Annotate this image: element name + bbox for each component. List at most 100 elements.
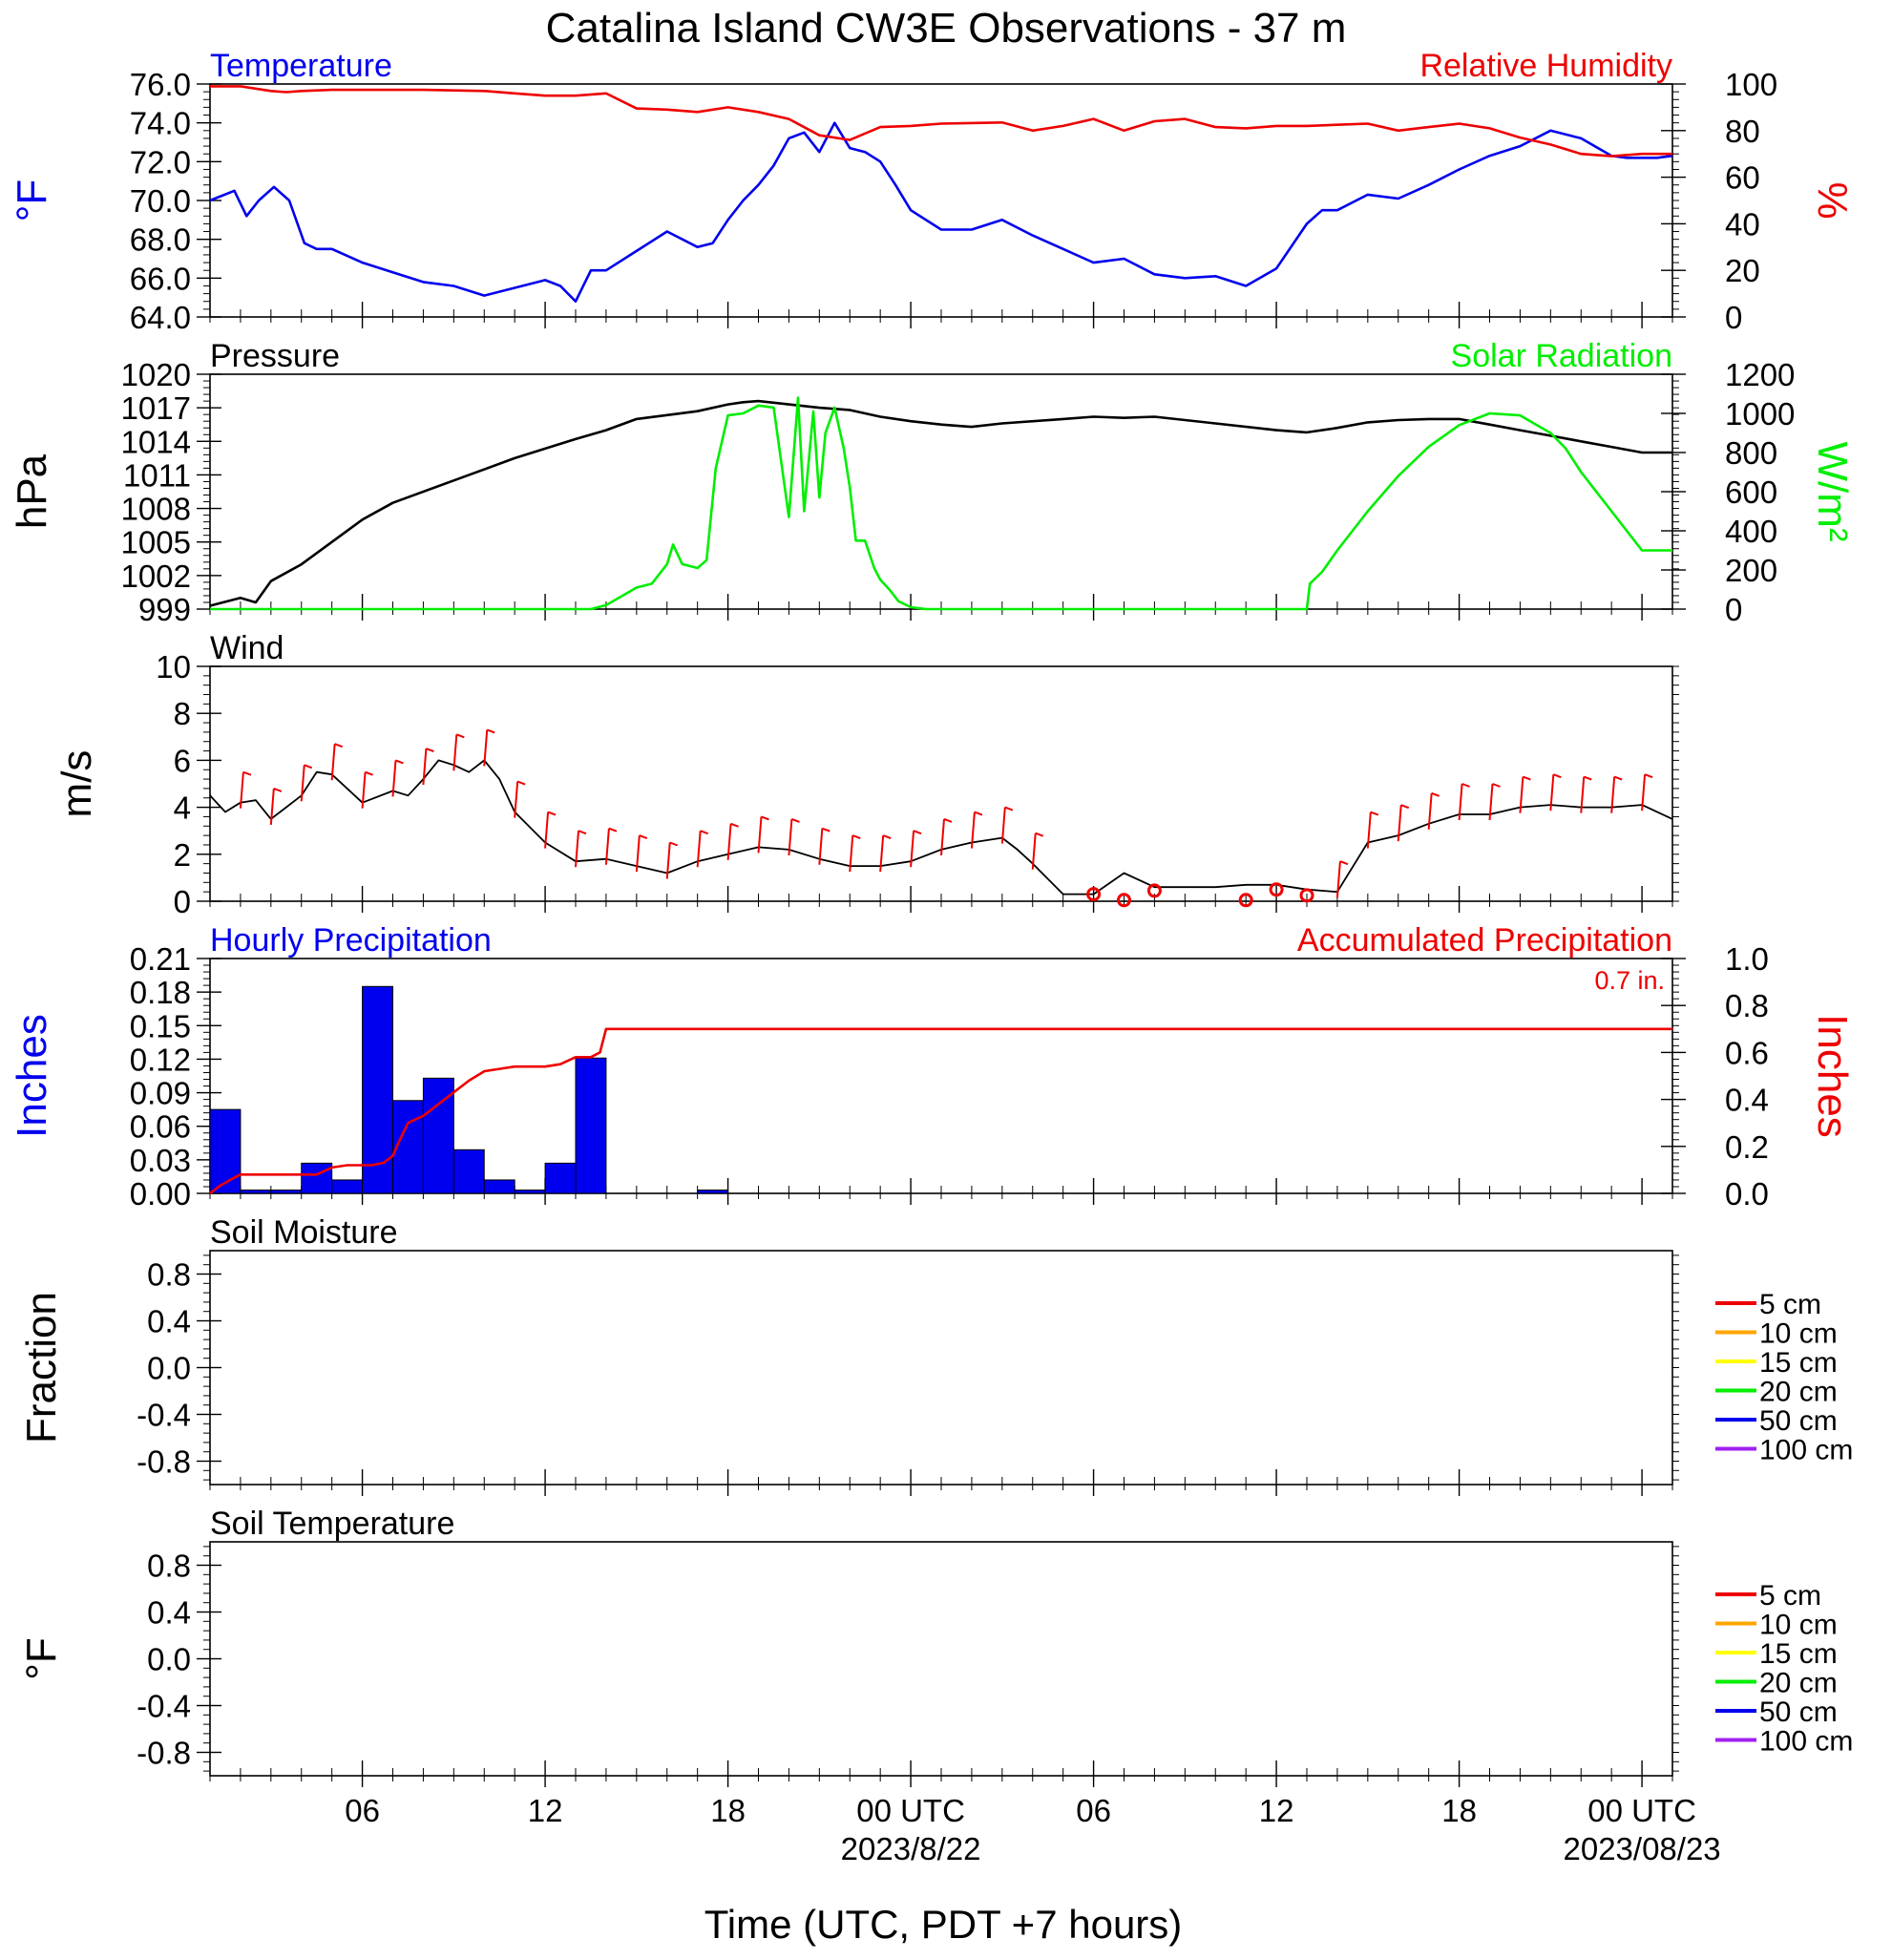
temperature-line [209, 121, 1673, 303]
wind-barb [1580, 776, 1586, 813]
accum-precip-axis-label: Inches [1809, 1014, 1856, 1138]
precipitation-left-tick-label: 0.12 [130, 1042, 191, 1077]
wind-barb [1000, 807, 1006, 844]
legend-label: 15 cm [1759, 1347, 1838, 1379]
wind-barb-flag [1583, 775, 1592, 781]
precipitation-right-tick-label: 0.8 [1725, 988, 1769, 1023]
hourly-precip-bar [514, 1189, 546, 1194]
wind-barb-flag [639, 834, 648, 840]
wind-barb [879, 835, 885, 873]
wind-barb-flag [1613, 775, 1623, 781]
temperature-humidity-left-title: Temperature [210, 48, 392, 84]
wind-barb-flag [851, 834, 861, 840]
soil-moisture-left-tick-label: 0.8 [147, 1257, 191, 1293]
precipitation-left-title: Hourly Precipitation [210, 922, 492, 959]
temperature-humidity-right-tick-label: 20 [1725, 253, 1760, 288]
soil-temperature-left-tick-label: -0.8 [137, 1736, 191, 1771]
soil-moisture-left-tick-label: 0.0 [147, 1351, 191, 1386]
legend-label: 15 cm [1759, 1638, 1838, 1670]
wind-barb [726, 823, 732, 860]
solar-axis-label: W/m² [1809, 441, 1856, 541]
legend-label: 50 cm [1759, 1697, 1838, 1728]
soil-temperature-left-tick-label: 0.0 [147, 1642, 191, 1677]
wind-barb [239, 771, 244, 809]
wind-barb-flag [365, 770, 373, 776]
figure-title: Catalina Island CW3E Observations - 37 m [546, 5, 1347, 52]
temperature-humidity-right-title: Relative Humidity [1419, 48, 1672, 84]
temperature-humidity-left-tick-label: 74.0 [130, 106, 191, 141]
pressure-solar-right-tick-label: 1000 [1725, 396, 1795, 432]
wind-barb-flag [761, 815, 769, 821]
precipitation-right-tick-label: 0.2 [1725, 1129, 1769, 1165]
wind-barb-flag [1644, 773, 1653, 779]
pressure-solar-right-tick-label: 0 [1725, 592, 1742, 627]
wind-barb [1458, 783, 1463, 821]
precipitation-panel: 0.210.180.150.120.090.060.030.00 1.0 0.8 0.… [9, 922, 1856, 1212]
wind-barb-flag [943, 817, 953, 823]
wind-axis-label: m/s [53, 750, 100, 818]
wind-barb [970, 811, 976, 849]
hourly-precip-bar [483, 1179, 515, 1194]
hourly-precip-bar [697, 1189, 729, 1194]
wind-barb-flag [1431, 791, 1440, 797]
precipitation-right-title: Accumulated Precipitation [1297, 922, 1672, 959]
x-tick-label: 12 [528, 1793, 563, 1828]
wind-barb-flag [395, 759, 404, 765]
temperature-humidity-left-tick-label: 68.0 [130, 222, 191, 258]
wind-barb [300, 765, 305, 802]
temperature-humidity-left-tick-label: 76.0 [130, 67, 191, 102]
soil-temperature-left-tick-label: 0.8 [147, 1549, 191, 1584]
legend-label: 20 cm [1759, 1668, 1838, 1699]
wind-barb-flag [1004, 806, 1014, 811]
wind-left-tick-label: 4 [174, 790, 191, 826]
precipitation-right-tick-label: 0.0 [1725, 1176, 1769, 1212]
wind-barb [635, 835, 641, 873]
temperature-humidity-right-tick-label: 100 [1725, 67, 1777, 102]
wind-barb [452, 734, 458, 771]
wind-left-tick-label: 8 [174, 696, 191, 731]
legend-label: 100 cm [1759, 1726, 1853, 1758]
wind-barb-flag [242, 770, 252, 776]
wind-barb-flag [304, 764, 313, 769]
wind-barb-flag [516, 780, 526, 786]
soil-moisture-left-title: Soil Moisture [210, 1214, 398, 1251]
pressure-solar-left-tick-label: 1020 [121, 357, 191, 392]
pressure-solar-right-tick-label: 800 [1725, 435, 1777, 471]
soil-moisture-left-tick-label: -0.4 [137, 1398, 191, 1433]
pressure-solar-right-tick-label: 400 [1725, 514, 1777, 549]
pressure-solar-right-title: Solar Radiation [1451, 338, 1672, 374]
wind-barb [269, 788, 275, 825]
wind-barb [544, 811, 550, 849]
hourly-precip-bar [575, 1057, 607, 1194]
temperature-humidity-right-tick-label: 60 [1725, 160, 1760, 196]
wind-barb-flag [913, 830, 922, 835]
wind-frame [209, 665, 1673, 902]
calm-wind-marker [1238, 893, 1253, 908]
soil-temperature-axis-label: °F [18, 1637, 65, 1679]
wind-barb-flag [1461, 783, 1470, 788]
legend-label: 10 cm [1759, 1318, 1838, 1350]
solar-radiation-line [210, 396, 1672, 611]
precipitation-left-tick-label: 0.09 [130, 1076, 191, 1111]
pressure-solar-left-tick-label: 999 [138, 592, 191, 627]
wind-barb [788, 818, 793, 855]
wind-left-tick-label: 2 [174, 837, 191, 873]
legend-label: 50 cm [1759, 1405, 1838, 1437]
soil-temperature-left-tick-label: 0.4 [147, 1595, 191, 1631]
soil-moisture-left-tick-label: 0.4 [147, 1304, 191, 1339]
pressure-solar-left-tick-label: 1017 [121, 390, 191, 426]
pressure-axis-label: hPa [9, 453, 55, 529]
legend-label: 20 cm [1759, 1377, 1838, 1408]
calm-wind-marker [1086, 887, 1102, 902]
wind-barb [1366, 811, 1372, 849]
wind-barb-flag [426, 748, 434, 753]
calm-wind-marker [1117, 893, 1131, 908]
wind-barb [422, 748, 428, 786]
wind-barb [1641, 774, 1647, 811]
x-tick-date: 2023/8/22 [841, 1831, 981, 1866]
precipitation-left-tick-label: 0.18 [130, 975, 191, 1010]
chart-panels: 76.074.072.070.068.066.064.0100806040200… [9, 48, 1856, 1787]
wind-barb [391, 760, 397, 797]
